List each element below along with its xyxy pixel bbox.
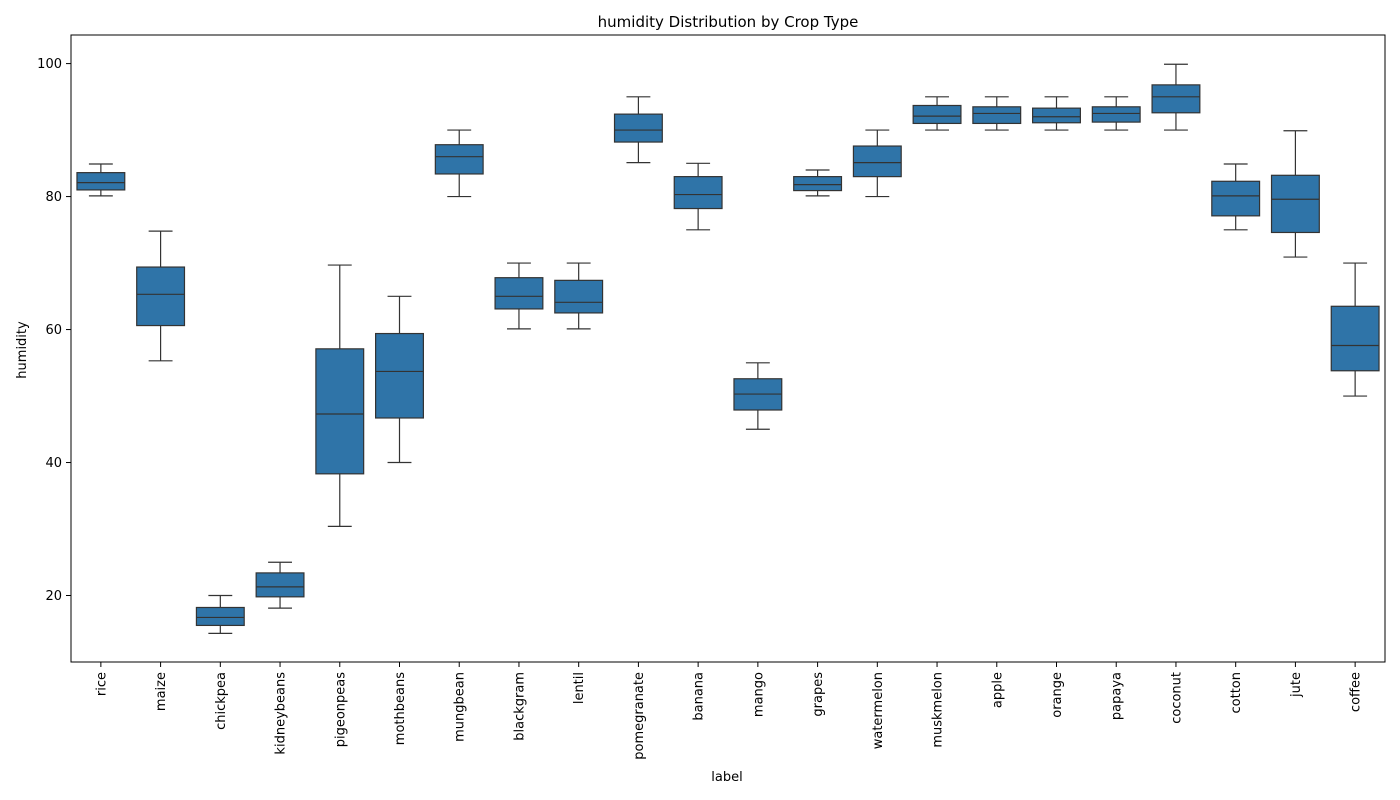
box-lentil [554,279,604,314]
chart-title: humidity Distribution by Crop Type [598,13,859,31]
box-maize [136,266,186,327]
y-tick-label: 100 [37,57,62,72]
box-blackgram [494,277,544,310]
x-tick-label: pomegranate [632,672,647,760]
plot-frame [70,34,1386,663]
box-pigeonpeas [315,348,365,475]
y-tick-label: 20 [45,589,62,604]
x-tick-label: chickpea [214,672,229,730]
box-rice [76,172,126,191]
x-tick-label: coconut [1169,672,1184,724]
x-tick-label: pigeonpeas [333,672,348,748]
box-cotton [1211,180,1261,217]
x-tick-label: blackgram [512,672,527,741]
y-tick-label: 60 [45,323,62,338]
x-tick-label: coffee [1349,672,1364,712]
box-papaya [1091,106,1141,123]
x-axis-label: label [711,770,742,785]
box-grapes [793,176,843,192]
x-tick-label: watermelon [871,672,886,749]
box-pomegranate [613,113,663,143]
box-muskmelon [912,104,962,125]
x-tick-label: papaya [1110,672,1125,720]
x-tick-label: mothbeans [393,672,408,745]
x-tick-label: banana [692,672,707,721]
y-tick-label: 80 [45,190,62,205]
plot-area: 20 40 60 80 100 rice maize chickpea kidneybeans p… [37,34,1386,760]
x-tick-label: mungbean [453,672,468,742]
box-orange [1032,107,1081,124]
box-jute [1270,174,1320,234]
box-coconut [1151,84,1201,114]
x-tick-label: maize [154,672,169,711]
x-tick-label: orange [1050,672,1065,718]
box-watermelon [852,145,902,178]
x-tick-label: mango [751,672,766,717]
box-coffee [1330,305,1380,372]
box-mothbeans [375,332,424,419]
y-tick-label: 40 [45,456,62,471]
box-banana [673,176,723,210]
x-tick-label: jute [1289,672,1304,698]
box-kidneybeans [255,572,305,598]
box-apple [972,106,1022,125]
x-tick-label: rice [94,672,109,696]
y-axis-label: humidity [15,321,30,379]
x-tick-label: kidneybeans [274,672,289,755]
x-tick-label: muskmelon [931,672,946,748]
box-chickpea [195,606,245,627]
x-tick-label: grapes [811,672,826,717]
box-mungbean [434,144,484,175]
x-tick-label: lentil [572,672,587,704]
x-tick-label: cotton [1229,672,1244,714]
x-tick-label: apple [990,672,1005,708]
